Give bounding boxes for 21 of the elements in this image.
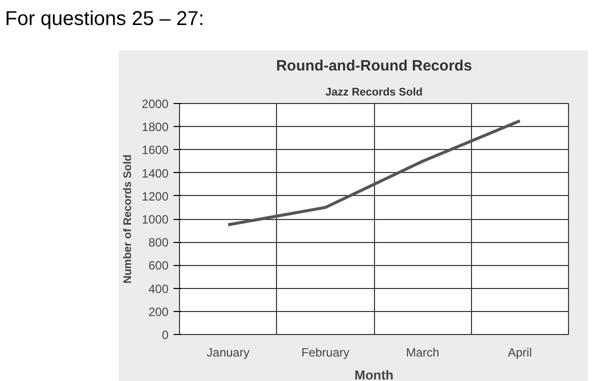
y-tick-label: 800 — [148, 236, 169, 250]
y-tick-label: 1200 — [142, 189, 169, 204]
y-tick-label: 400 — [148, 282, 169, 296]
y-axis-title: Number of Records Sold — [122, 154, 134, 284]
y-tick-label: 1800 — [142, 120, 169, 134]
x-tick-label: January — [206, 346, 250, 360]
chart-subtitle: Jazz Records Sold — [325, 86, 423, 98]
x-tick-label: February — [301, 346, 350, 360]
x-tick-label: April — [508, 346, 532, 360]
chart-title: Round-and-Round Records — [276, 58, 472, 74]
x-axis-title: Month — [354, 368, 394, 381]
text: For questions 25 – 27: — [5, 7, 204, 32]
y-tick-label: 1000 — [142, 212, 169, 226]
x-tick-label: March — [406, 346, 440, 360]
y-tick-label: 1600 — [142, 143, 169, 158]
line-series — [226, 119, 522, 226]
y-tick-label: 2000 — [142, 97, 169, 111]
y-tick-label: 200 — [148, 304, 169, 319]
y-tick-label: 0 — [162, 328, 169, 342]
y-tick-label: 600 — [148, 258, 169, 273]
y-tick-label: 1400 — [142, 166, 169, 180]
